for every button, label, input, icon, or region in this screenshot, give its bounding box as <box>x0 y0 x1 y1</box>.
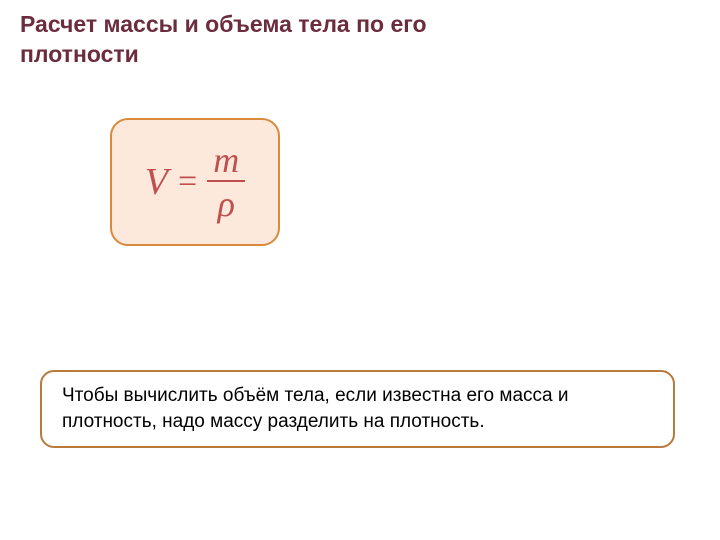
formula: V = m ρ <box>145 142 245 222</box>
page-title: Расчет массы и объема тела по его плотно… <box>20 10 520 70</box>
formula-lhs: V <box>145 160 168 204</box>
formula-numerator: m <box>207 142 245 180</box>
explanation-box: Чтобы вычислить объём тела, если известн… <box>40 370 675 448</box>
formula-fraction: m ρ <box>207 142 245 222</box>
formula-denominator: ρ <box>212 182 241 222</box>
formula-box: V = m ρ <box>110 118 280 246</box>
explanation-text: Чтобы вычислить объём тела, если известн… <box>62 383 653 434</box>
formula-equals: = <box>178 163 197 201</box>
